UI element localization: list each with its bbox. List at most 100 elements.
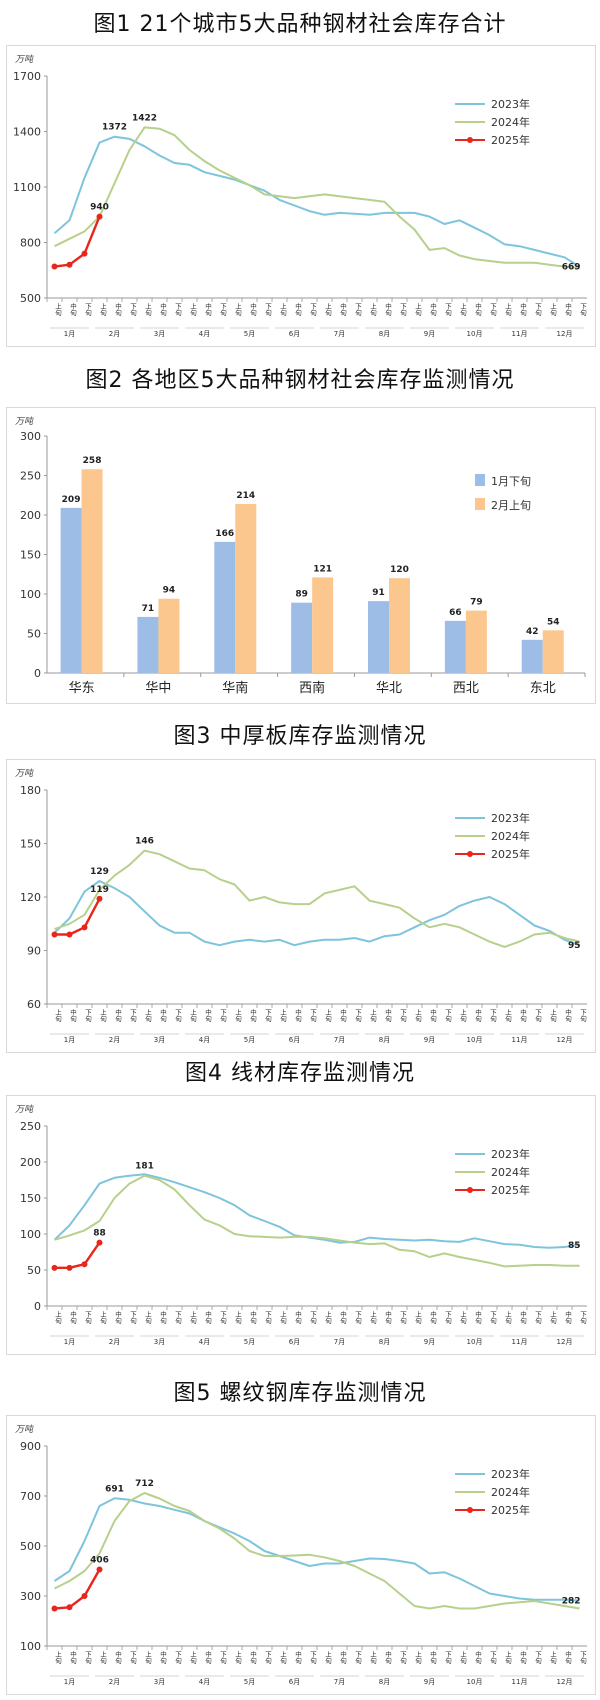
fig4-month-label-1: 1月 bbox=[64, 1338, 75, 1346]
fig5-series-3-point bbox=[66, 1604, 73, 1611]
fig5-data-label-3: 406 bbox=[90, 1556, 109, 1566]
fig4-period-label: 中旬 bbox=[384, 1310, 392, 1326]
fig3-period-label: 中旬 bbox=[159, 1008, 167, 1024]
fig2-bar-label-4-1: 89 bbox=[295, 590, 308, 600]
fig1-period-label: 下旬 bbox=[174, 303, 182, 318]
fig5-period-label: 上旬 bbox=[279, 1650, 287, 1666]
fig5-ytick-label-2: 500 bbox=[20, 1540, 41, 1553]
fig3-series-3-point bbox=[66, 931, 73, 938]
fig4-period-label: 下旬 bbox=[129, 1311, 137, 1326]
fig4-month-label-10: 10月 bbox=[467, 1338, 483, 1346]
fig5-legend-label-3: 2025年 bbox=[491, 1503, 530, 1517]
figure-4-chart: 万吨 0 50 100 150 200 250 上旬 中旬 下旬 上旬 中旬 下旬 上旬 中旬 下旬 上旬 中旬下… bbox=[6, 1095, 596, 1355]
fig3-month-label-1: 1月 bbox=[64, 1036, 75, 1044]
fig4-month-label-6: 6月 bbox=[289, 1338, 300, 1346]
fig3-period-label: 上旬 bbox=[189, 1008, 197, 1024]
fig4-period-label: 上旬 bbox=[459, 1310, 467, 1326]
fig1-ytick-label-1: 800 bbox=[20, 237, 41, 250]
fig2-bar-4-2 bbox=[312, 577, 334, 673]
fig3-month-label-8: 8月 bbox=[379, 1036, 390, 1044]
fig2-ytick-label-0: 0 bbox=[34, 667, 41, 680]
figure-4-title: 图4 线材库存监测情况 bbox=[185, 1061, 415, 1086]
fig4-ytick-label-4: 200 bbox=[20, 1156, 41, 1169]
fig4-period-label: 下旬 bbox=[84, 1311, 92, 1326]
fig2-ytick-label-4: 200 bbox=[20, 509, 41, 522]
fig4-period-label: 中旬 bbox=[69, 1310, 77, 1326]
fig1-ytick-label-4: 1700 bbox=[13, 70, 41, 83]
fig5-data-label-1: 691 bbox=[105, 1484, 124, 1494]
fig1-month-label-7: 7月 bbox=[334, 330, 345, 338]
fig2-ytick-label-5: 250 bbox=[20, 470, 41, 483]
fig4-data-label-3: 85 bbox=[568, 1241, 581, 1251]
fig5-period-label: 下旬 bbox=[579, 1651, 587, 1666]
fig4-series-3-point bbox=[66, 1264, 73, 1271]
fig2-bar-label-6-2: 79 bbox=[470, 598, 483, 608]
fig1-series-3-point bbox=[81, 250, 88, 257]
fig3-period-label: 上旬 bbox=[234, 1008, 242, 1024]
fig3-period-label: 上旬 bbox=[144, 1008, 152, 1024]
fig1-period-label: 中旬 bbox=[294, 302, 302, 318]
fig3-period-label: 上旬 bbox=[54, 1008, 62, 1024]
fig2-category-label-2: 华中 bbox=[145, 681, 171, 696]
fig3-period-label: 下旬 bbox=[489, 1009, 497, 1024]
figure-2-title: 图2 各地区5大品种钢材社会库存监测情况 bbox=[85, 368, 515, 393]
fig3-month-label-5: 5月 bbox=[244, 1036, 255, 1044]
fig3-period-label: 下旬 bbox=[129, 1009, 137, 1024]
fig3-period-label: 下旬 bbox=[399, 1009, 407, 1024]
fig2-bar-4-1 bbox=[291, 602, 313, 673]
fig3-period-label: 中旬 bbox=[69, 1008, 77, 1024]
fig4-legend-label-2: 2024年 bbox=[491, 1165, 530, 1179]
fig3-period-label: 下旬 bbox=[444, 1009, 452, 1024]
fig4-month-label-9: 9月 bbox=[424, 1338, 435, 1346]
fig4-month-label-4: 4月 bbox=[199, 1338, 210, 1346]
fig2-bar-3-2 bbox=[235, 503, 257, 673]
fig2-category-label-5: 华北 bbox=[376, 681, 402, 696]
fig2-bar-6-2 bbox=[465, 610, 487, 673]
fig1-series-3-point bbox=[96, 213, 103, 220]
fig3-period-label: 下旬 bbox=[174, 1009, 182, 1024]
fig2-ytick-label-3: 150 bbox=[20, 549, 41, 562]
fig1-period-label: 上旬 bbox=[504, 302, 512, 318]
fig1-period-label: 下旬 bbox=[84, 303, 92, 318]
fig3-month-label-3: 3月 bbox=[154, 1036, 165, 1044]
fig1-period-label: 中旬 bbox=[384, 302, 392, 318]
figure-2-chart: 万吨 0 50 100 150 200 250 300 209 258 华东 71 94 华中 166 214… bbox=[6, 407, 596, 704]
fig4-period-label: 下旬 bbox=[399, 1311, 407, 1326]
fig4-month-label-3: 3月 bbox=[154, 1338, 165, 1346]
fig3-period-label: 下旬 bbox=[354, 1009, 362, 1024]
fig4-period-label: 上旬 bbox=[189, 1310, 197, 1326]
fig1-month-label-3: 3月 bbox=[154, 330, 165, 338]
fig3-month-label-9: 9月 bbox=[424, 1036, 435, 1044]
fig1-period-label: 下旬 bbox=[579, 303, 587, 318]
fig3-period-label: 下旬 bbox=[219, 1009, 227, 1024]
fig5-month-label-7: 7月 bbox=[334, 1678, 345, 1686]
fig4-period-label: 上旬 bbox=[279, 1310, 287, 1326]
fig2-bar-label-5-1: 91 bbox=[372, 588, 385, 598]
fig5-period-label: 中旬 bbox=[519, 1650, 527, 1666]
fig5-period-label: 下旬 bbox=[489, 1651, 497, 1666]
fig5-month-label-8: 8月 bbox=[379, 1678, 390, 1686]
figure-3-svg: 万吨6090120150180上旬 中旬 下旬 上旬 中旬 下旬 上旬 中旬 下旬 上旬 中旬 下旬上… bbox=[15, 768, 587, 1044]
fig4-period-label: 中旬 bbox=[339, 1310, 347, 1326]
fig1-period-label: 上旬 bbox=[324, 302, 332, 318]
fig3-legend-label-3: 2025年 bbox=[491, 847, 530, 861]
fig4-ytick-label-3: 150 bbox=[20, 1192, 41, 1205]
fig5-period-label: 中旬 bbox=[114, 1650, 122, 1666]
fig1-period-label: 上旬 bbox=[144, 302, 152, 318]
fig5-period-label: 上旬 bbox=[234, 1650, 242, 1666]
fig1-data-label-4: 669 bbox=[562, 263, 581, 273]
fig3-month-label-4: 4月 bbox=[199, 1036, 210, 1044]
fig2-bar-label-2-1: 71 bbox=[142, 604, 155, 614]
fig5-period-label: 中旬 bbox=[384, 1650, 392, 1666]
fig2-ytick-label-2: 100 bbox=[20, 588, 41, 601]
fig5-data-label-4: 282 bbox=[562, 1597, 581, 1607]
fig1-period-label: 中旬 bbox=[339, 302, 347, 318]
fig3-series-3-point bbox=[96, 895, 103, 902]
fig3-month-label-10: 10月 bbox=[467, 1036, 483, 1044]
fig5-legend-label-1: 2023年 bbox=[491, 1467, 530, 1481]
figure-3-chart: 万吨 60 90 120 150 180 上旬 中旬 下旬 上旬 中旬 下旬 上旬 中旬 下旬 上旬 中旬 下旬上… bbox=[6, 759, 596, 1053]
fig4-series-3-point bbox=[96, 1239, 103, 1246]
fig3-unit-label: 万吨 bbox=[15, 768, 35, 779]
fig1-period-label: 中旬 bbox=[564, 302, 572, 318]
